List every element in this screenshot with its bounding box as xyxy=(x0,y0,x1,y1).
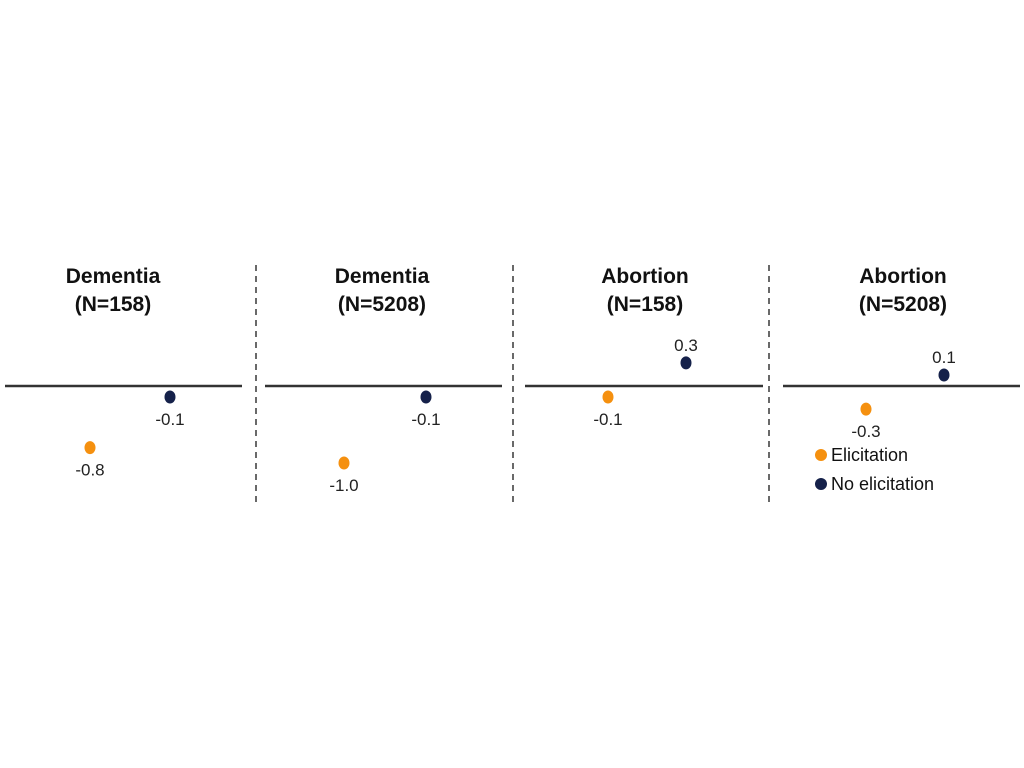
no-elicitation-point xyxy=(680,356,692,370)
panel-title-line2: (N=158) xyxy=(607,293,683,316)
no-elicitation-value-label: -0.1 xyxy=(411,410,440,429)
legend-no-elicitation-label: No elicitation xyxy=(831,474,934,494)
panel-title-line2: (N=158) xyxy=(75,293,151,316)
no-elicitation-point xyxy=(420,390,432,404)
elicitation-value-label: -0.3 xyxy=(851,422,880,441)
no-elicitation-value-label: 0.3 xyxy=(674,336,698,355)
no-elicitation-value-label: 0.1 xyxy=(932,348,956,367)
elicitation-point xyxy=(338,456,350,470)
panel-title-line1: Dementia xyxy=(335,265,430,288)
no-elicitation-point xyxy=(164,390,176,404)
no-elicitation-point xyxy=(938,368,950,382)
panel-title-line1: Abortion xyxy=(859,265,946,288)
elicitation-value-label: -0.8 xyxy=(75,461,104,480)
panel-title-line2: (N=5208) xyxy=(338,293,426,316)
elicitation-value-label: -1.0 xyxy=(329,476,358,495)
elicitation-point xyxy=(84,441,96,455)
elicitation-value-label: -0.1 xyxy=(593,410,622,429)
legend-no-elicitation-marker xyxy=(815,478,827,490)
panel-title-line2: (N=5208) xyxy=(859,293,947,316)
panel-title-line1: Abortion xyxy=(601,265,688,288)
no-elicitation-value-label: -0.1 xyxy=(155,410,184,429)
legend-elicitation-marker xyxy=(815,449,827,461)
elicitation-point xyxy=(860,402,872,416)
elicitation-point xyxy=(602,390,614,404)
legend-elicitation-label: Elicitation xyxy=(831,445,908,465)
panel-title-line1: Dementia xyxy=(66,265,161,288)
